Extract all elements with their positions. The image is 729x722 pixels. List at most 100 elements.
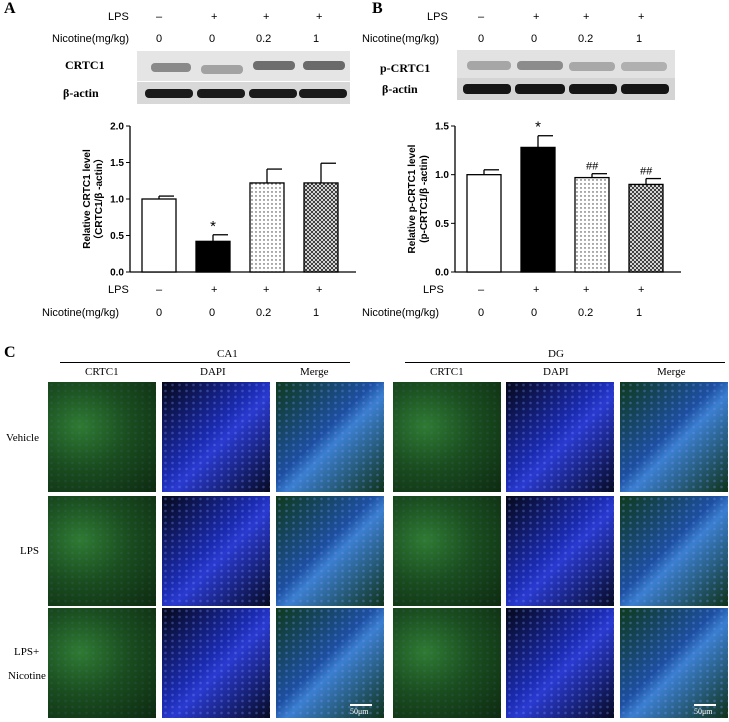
b-nicotine-label: Nicotine(mg/kg) (362, 33, 440, 45)
micrograph-merge-r1-c3 (276, 382, 384, 492)
b-lps-label: LPS (427, 11, 448, 23)
micrograph-dapi-r3-c5 (506, 608, 614, 718)
micrograph-dapi-r1-c2 (162, 382, 270, 492)
micrograph-dapi-r1-c5 (506, 382, 614, 492)
row-lps-label: LPS (20, 545, 39, 557)
y-tick-label: 2.0 (110, 122, 124, 133)
a-loading-blot (137, 82, 350, 104)
a-nicotine-value-2: 0 (209, 33, 216, 45)
b-nicotine-value-2: 0 (531, 33, 538, 45)
b-nicotine-value-1: 0 (478, 33, 485, 45)
micrograph-dapi-r3-c2 (162, 608, 270, 718)
panel-a-letter: A (4, 0, 16, 17)
row-lps-nic-label-1: LPS+ (14, 646, 40, 658)
panel-c-letter: C (4, 344, 16, 361)
a-lps-label-bottom: LPS (108, 284, 129, 296)
a-nicotine-value-4: 1 (313, 33, 320, 45)
y-tick-label: 1.5 (110, 158, 124, 169)
ca1-dapi-header: DAPI (200, 366, 226, 378)
a-lps-value-bottom-2: + (211, 284, 218, 296)
significance-mark: * (210, 218, 216, 235)
b-target-label: p-CRTC1 (380, 61, 431, 75)
b-lps-value-1: – (478, 11, 485, 23)
micrograph-merge-r3-c3 (276, 608, 384, 718)
b-nicotine-value-bottom-2: 0 (531, 307, 538, 319)
significance-mark: * (535, 119, 541, 136)
bar (574, 176, 610, 273)
bar (141, 198, 177, 273)
group-ca1-rule (60, 362, 350, 363)
a-nicotine-value-bottom-2: 0 (209, 307, 216, 319)
micrograph-crtc1-r2-c4 (393, 496, 501, 606)
y-tick-label: 0.0 (435, 268, 449, 279)
y-tick-label: 0.5 (435, 219, 449, 230)
scale-bar-label: 50μm (694, 707, 713, 716)
y-axis-label-2: （CRTC1/β -actin） (92, 153, 105, 245)
bar (466, 174, 502, 273)
b-lps-value-bottom-2: + (533, 284, 540, 296)
y-axis-label: Relative CRTC1 level (82, 149, 93, 249)
b-nicotine-value-bottom-4: 1 (636, 307, 643, 319)
ca1-merge-header: Merge (300, 366, 329, 378)
y-tick-label: 0.5 (110, 231, 124, 242)
a-lps-value-1: – (156, 11, 163, 23)
b-lps-value-bottom-4: + (638, 284, 645, 296)
bar (520, 146, 556, 273)
a-lps-value-3: + (263, 11, 270, 23)
significance-mark: ## (640, 166, 653, 178)
y-axis-label-2: (p-CRTC1/β -actin) (419, 155, 430, 243)
b-loading-label: β-actin (382, 82, 418, 96)
a-lps-value-bottom-1: – (156, 284, 163, 296)
row-vehicle-label: Vehicle (6, 432, 39, 444)
b-nicotine-label-bottom: Nicotine(mg/kg) (362, 307, 440, 319)
b-lps-value-4: + (638, 11, 645, 23)
y-tick-label: 1.0 (110, 195, 124, 206)
b-lps-value-2: + (533, 11, 540, 23)
dg-dapi-header: DAPI (543, 366, 569, 378)
y-tick-label: 1.5 (435, 122, 449, 133)
a-lps-value-4: + (316, 11, 323, 23)
group-dg-rule (405, 362, 725, 363)
micrograph-merge-r3-c6 (620, 608, 728, 718)
dg-crtc1-header: CRTC1 (430, 366, 464, 378)
micrograph-merge-r1-c6 (620, 382, 728, 492)
b-target-blot (457, 50, 675, 78)
y-axis-label: Relative p-CRTC1 level (407, 144, 418, 253)
bar (249, 182, 285, 273)
a-loading-label: β-actin (63, 86, 99, 100)
b-nicotine-value-bottom-1: 0 (478, 307, 485, 319)
a-nicotine-value-3: 0.2 (256, 33, 272, 45)
bar (303, 182, 339, 273)
a-nicotine-value-bottom-1: 0 (156, 307, 163, 319)
micrograph-crtc1-r3-c4 (393, 608, 501, 718)
ca1-crtc1-header: CRTC1 (85, 366, 119, 378)
micrograph-crtc1-r2-c1 (48, 496, 156, 606)
a-target-label: CRTC1 (65, 58, 105, 72)
row-lps-nic-label-2: Nicotine (8, 670, 46, 682)
bar (628, 183, 664, 273)
scale-bar (350, 704, 372, 706)
group-dg-label: DG (548, 348, 564, 360)
micrograph-merge-r2-c6 (620, 496, 728, 606)
b-lps-value-bottom-3: + (583, 284, 590, 296)
a-lps-value-2: + (211, 11, 218, 23)
a-lps-value-bottom-3: + (263, 284, 270, 296)
scale-bar-label: 50μm (350, 707, 369, 716)
micrograph-crtc1-r1-c1 (48, 382, 156, 492)
b-nicotine-value-3: 0.2 (578, 33, 594, 45)
a-lps-label: LPS (108, 11, 129, 23)
chart-a: 0.0 0.5 1.0 1.5 2.0 Relative CRTC1 level （CRTC… (82, 122, 356, 279)
micrograph-merge-r2-c3 (276, 496, 384, 606)
b-lps-value-3: + (583, 11, 590, 23)
b-loading-blot (457, 78, 675, 100)
micrograph-crtc1-r1-c4 (393, 382, 501, 492)
a-lps-value-bottom-4: + (316, 284, 323, 296)
scale-bar (694, 704, 716, 706)
b-lps-value-bottom-1: – (478, 284, 485, 296)
bar (195, 240, 231, 273)
b-nicotine-value-4: 1 (636, 33, 643, 45)
a-target-blot (137, 51, 350, 81)
a-nicotine-value-bottom-4: 1 (313, 307, 320, 319)
a-nicotine-label-bottom: Nicotine(mg/kg) (42, 307, 120, 319)
y-tick-label: 1.0 (435, 170, 449, 181)
